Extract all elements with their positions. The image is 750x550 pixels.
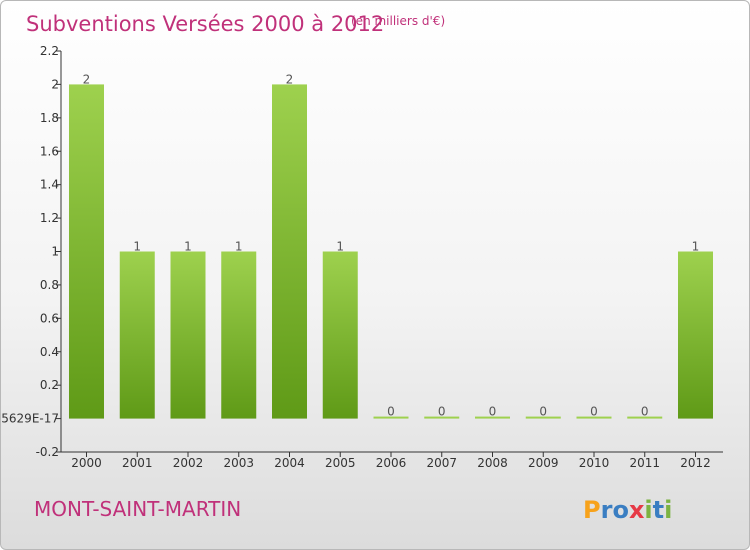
bar-value-label: 1 [692,240,700,254]
y-tick-label: 2.2 [40,44,59,58]
y-tick-label: 1.2 [40,211,59,225]
bars: 2 1 1 1 2 1 0 0 0 0 0 0 1 [69,72,713,419]
bar [221,251,257,419]
bar-value-label: 0 [489,405,497,419]
x-tick-label: 2012 [680,456,711,470]
bar-value-label: 1 [336,240,344,254]
bar [475,416,510,419]
bar [322,251,358,419]
y-tick-label: 0.8 [40,278,59,292]
y-tick-label: -15629E-17 [1,412,59,426]
logo-letter: i [664,496,672,524]
bar-value-label: 0 [641,405,649,419]
proxiti-logo: Proxiti [583,496,672,524]
bar [627,416,663,419]
bar [678,251,713,419]
bar [119,251,155,419]
x-tick-label: 2007 [426,456,457,470]
x-tick-label: 2006 [376,456,407,470]
x-tick-label: 2008 [477,456,508,470]
y-tick-label: 0.6 [40,311,59,325]
y-tick-label: -0.2 [36,445,59,459]
bar-value-label: 0 [438,405,446,419]
commune-name: MONT-SAINT-MARTIN [34,497,241,521]
bar-value-label: 1 [235,240,243,254]
y-tick-label: 0.2 [40,378,59,392]
logo-letter: r [601,496,613,524]
logo-letter: x [629,496,645,524]
bar-value-label: 1 [184,240,192,254]
x-tick-label: 2002 [173,456,204,470]
x-tick-label: 2009 [528,456,559,470]
y-tick-label: 1.4 [40,178,59,192]
bar [373,416,409,419]
y-tick-label: 2 [51,77,59,91]
chart-unit: (en milliers d'€) [351,14,445,28]
bar-value-label: 0 [387,405,395,419]
bar [69,84,104,419]
y-tick-label: 0.4 [40,345,59,359]
bar-value-label: 0 [539,405,547,419]
y-tick-label: 1.8 [40,111,59,125]
x-tick-label: 2004 [274,456,305,470]
bar-value-label: 0 [590,405,598,419]
x-tick-label: 2010 [579,456,610,470]
x-tick-label: 2000 [71,456,102,470]
bar [576,416,612,419]
bar [272,84,307,419]
chart-title: Subventions Versées 2000 à 2012 [26,12,384,36]
bar [424,416,460,419]
bar-value-label: 1 [133,240,141,254]
logo-letter: P [583,496,601,524]
logo-letter: i [644,496,652,524]
x-tick-label: 2011 [629,456,660,470]
bar-value-label: 2 [286,72,294,86]
x-axis: 2000 2001 2002 2003 2004 2005 2006 2007 2008 2009… [61,451,723,470]
bar [170,251,206,419]
logo-letter: t [653,496,664,524]
x-tick-label: 2001 [122,456,153,470]
bar-value-label: 2 [83,72,91,86]
y-axis: -0.2 -15629E-17 0.2 0.4 0.6 0.8 1 1.2 1.4 1.6 1.8 2… [1,44,62,459]
x-tick-label: 2005 [325,456,356,470]
logo-letter: o [612,496,629,524]
bar [525,416,561,419]
y-tick-label: 1 [51,245,59,259]
x-tick-label: 2003 [223,456,254,470]
y-tick-label: 1.6 [40,144,59,158]
